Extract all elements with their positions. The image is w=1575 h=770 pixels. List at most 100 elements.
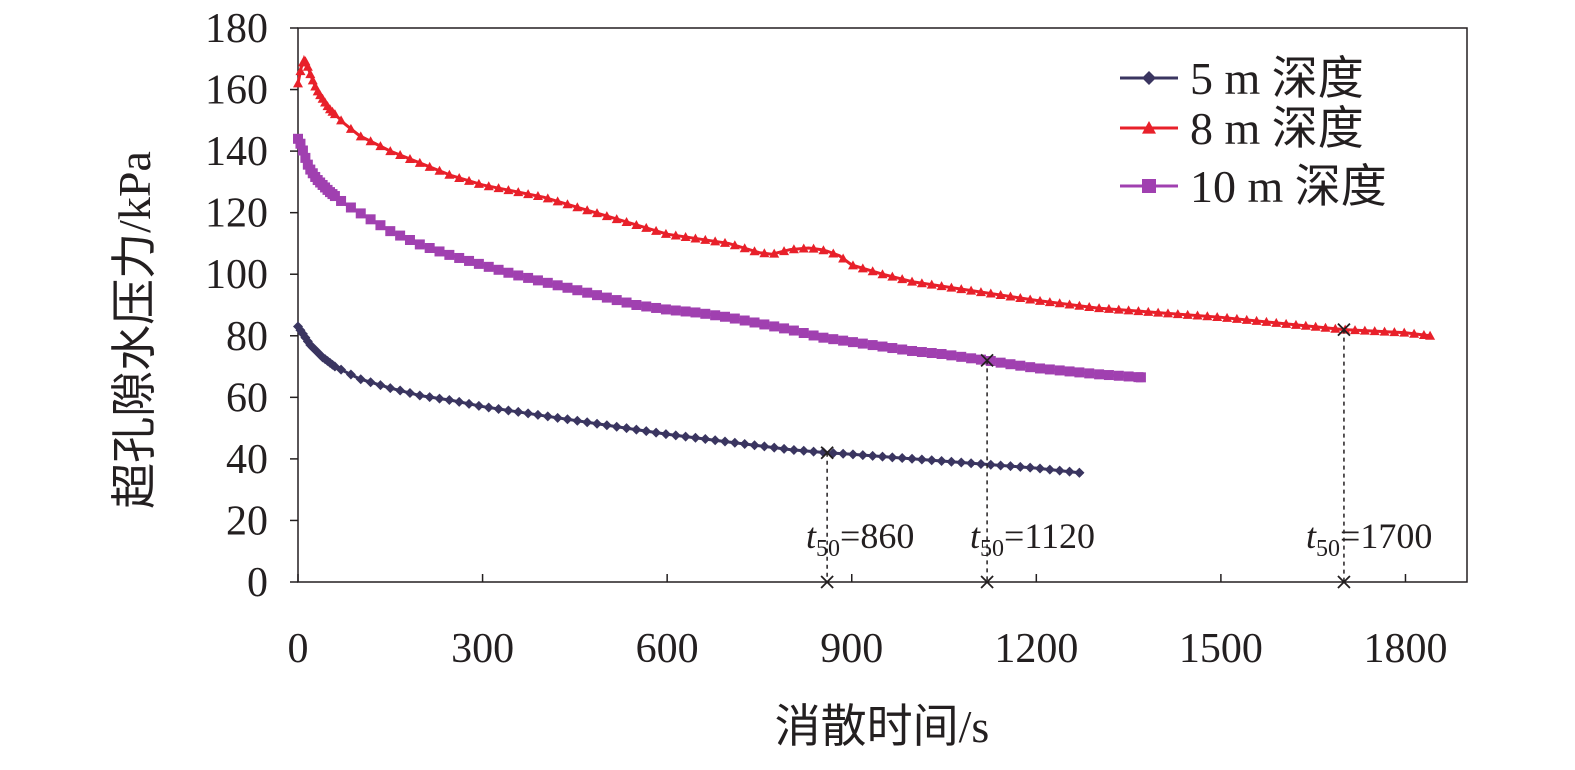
data-point bbox=[926, 279, 937, 289]
data-point bbox=[493, 264, 504, 275]
data-point bbox=[749, 440, 760, 451]
data-point bbox=[434, 246, 445, 257]
data-point bbox=[454, 396, 465, 407]
data-point bbox=[719, 237, 730, 247]
data-point bbox=[1310, 321, 1321, 331]
data-point bbox=[611, 214, 622, 224]
data-point bbox=[1113, 304, 1124, 314]
data-point bbox=[680, 231, 691, 241]
data-point bbox=[779, 443, 790, 454]
data-point bbox=[936, 456, 947, 467]
data-point bbox=[651, 427, 662, 438]
data-point bbox=[808, 446, 819, 457]
data-point bbox=[592, 208, 603, 218]
data-point bbox=[1103, 370, 1114, 381]
data-point bbox=[552, 196, 563, 206]
data-point bbox=[680, 431, 691, 442]
data-point bbox=[414, 157, 425, 167]
data-point bbox=[601, 420, 612, 431]
data-point bbox=[385, 146, 396, 156]
data-point bbox=[621, 423, 632, 434]
data-point bbox=[1103, 303, 1114, 313]
data-point bbox=[513, 270, 524, 281]
data-point bbox=[444, 169, 455, 179]
data-point bbox=[365, 136, 376, 146]
data-point bbox=[542, 193, 553, 203]
data-point bbox=[1135, 372, 1146, 383]
data-point bbox=[779, 246, 790, 256]
data-point bbox=[995, 290, 1006, 300]
data-point bbox=[293, 78, 303, 88]
data-point bbox=[759, 319, 770, 330]
data-point bbox=[631, 424, 642, 435]
x-tick-label: 600 bbox=[636, 626, 699, 672]
data-point bbox=[897, 453, 908, 464]
data-point bbox=[956, 284, 967, 294]
y-tick-label: 140 bbox=[205, 129, 268, 175]
data-point bbox=[424, 242, 435, 253]
data-point bbox=[434, 393, 445, 404]
data-point bbox=[385, 383, 396, 394]
data-point bbox=[395, 230, 406, 241]
data-point bbox=[523, 272, 534, 283]
data-point bbox=[483, 402, 494, 413]
data-point bbox=[454, 172, 465, 182]
data-point bbox=[857, 263, 868, 273]
data-point bbox=[621, 217, 632, 227]
data-point bbox=[710, 236, 721, 246]
data-point bbox=[916, 347, 927, 358]
data-point bbox=[483, 261, 494, 272]
data-point bbox=[1359, 325, 1370, 335]
data-point bbox=[444, 395, 455, 406]
data-point bbox=[1044, 297, 1055, 307]
data-point bbox=[1133, 306, 1144, 316]
data-point bbox=[759, 441, 770, 452]
data-point bbox=[1123, 305, 1134, 315]
data-point bbox=[592, 418, 603, 429]
x-tick-label: 1200 bbox=[994, 626, 1078, 672]
data-point bbox=[424, 392, 435, 403]
data-point bbox=[916, 454, 927, 465]
data-point bbox=[966, 458, 977, 469]
data-point bbox=[847, 449, 858, 460]
data-point bbox=[1005, 461, 1016, 472]
annotation-cross-bottom bbox=[820, 575, 834, 589]
data-point bbox=[729, 313, 740, 324]
y-tick-label: 40 bbox=[226, 437, 268, 483]
data-point bbox=[414, 390, 425, 401]
y-tick-label: 80 bbox=[226, 314, 268, 360]
data-point bbox=[690, 307, 701, 318]
data-point bbox=[295, 66, 306, 76]
data-point bbox=[1162, 308, 1173, 318]
data-point bbox=[424, 161, 435, 171]
data-point bbox=[670, 230, 681, 240]
data-point bbox=[345, 369, 356, 380]
data-point bbox=[375, 220, 386, 231]
data-point bbox=[464, 255, 475, 266]
data-point bbox=[838, 253, 849, 263]
data-point bbox=[907, 345, 918, 356]
data-point bbox=[1084, 368, 1095, 379]
data-point bbox=[1202, 311, 1213, 321]
data-point bbox=[847, 337, 858, 348]
data-point bbox=[336, 115, 347, 125]
data-point bbox=[1015, 292, 1026, 302]
data-point bbox=[631, 219, 642, 229]
legend-item-3: 10 m 深度 bbox=[1120, 161, 1387, 212]
data-point bbox=[857, 338, 868, 349]
data-point bbox=[385, 226, 396, 237]
data-point bbox=[592, 290, 603, 301]
data-point bbox=[867, 340, 878, 351]
data-point bbox=[641, 426, 652, 437]
data-point bbox=[1044, 364, 1055, 375]
data-point bbox=[710, 310, 721, 321]
data-point bbox=[1212, 312, 1223, 322]
data-point bbox=[1182, 309, 1193, 319]
data-point bbox=[739, 315, 750, 326]
data-point bbox=[1054, 298, 1065, 308]
data-point bbox=[690, 432, 701, 443]
data-point bbox=[759, 248, 770, 258]
annotation-label: t50=860 bbox=[806, 516, 914, 562]
annotation-label: t50=1700 bbox=[1306, 516, 1432, 562]
